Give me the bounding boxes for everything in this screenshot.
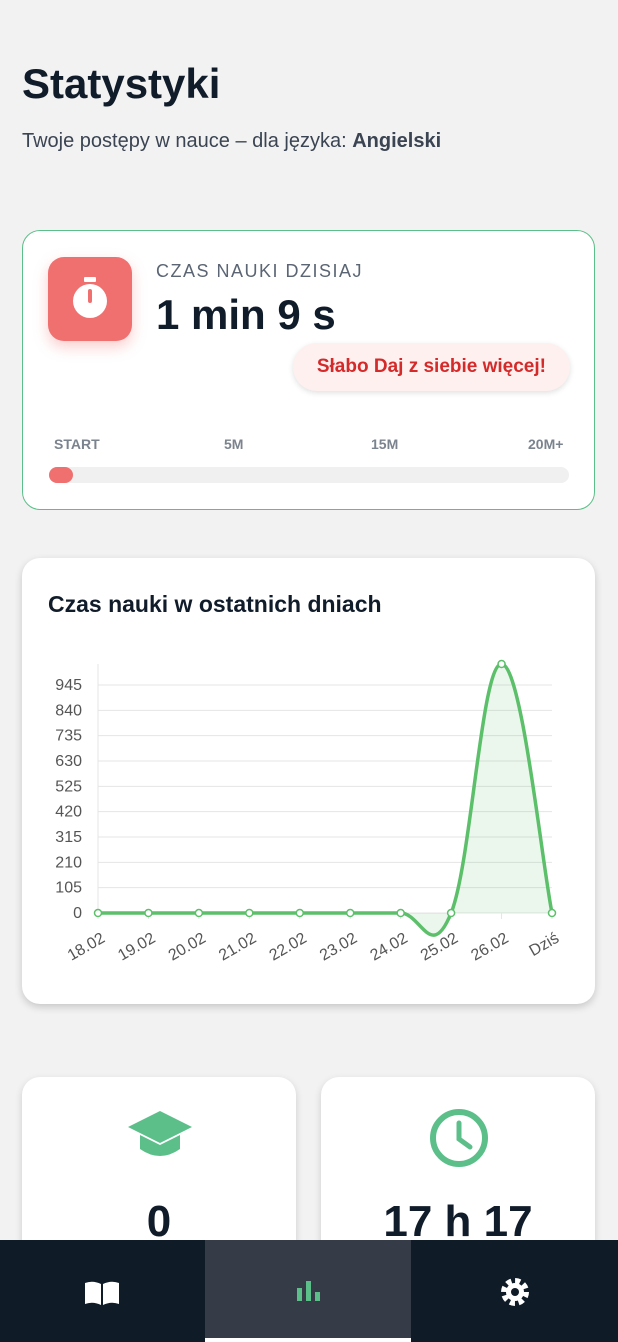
chart-card: 0 105 210 315 420 525 630 735 840 945 18.02 19.02 20… <box>22 558 595 1004</box>
x-tick-label: 24.02 <box>367 930 410 965</box>
badge: Słabo Daj z siebie więcej! <box>292 343 570 391</box>
x-tick-label: 20.02 <box>166 930 209 965</box>
book-icon <box>85 1281 119 1305</box>
chart-title: Czas nauki w ostatnich dniach <box>48 591 382 617</box>
tab-stats[interactable] <box>205 1240 411 1342</box>
point <box>93 908 103 918</box>
point <box>194 908 204 918</box>
clock-icon <box>430 1109 488 1167</box>
y-tick-label: 210 <box>55 854 82 871</box>
area <box>98 664 552 936</box>
y-tick-label: 525 <box>55 778 82 795</box>
language: Angielski <box>352 130 442 152</box>
stats-icon <box>297 1281 320 1301</box>
subtitle: Twoje postępy w nauce – dla języka: Angi… <box>22 130 441 153</box>
today-label: CZAS NAUKI DZISIAJ <box>156 261 364 281</box>
y-tick-label: 420 <box>55 804 82 821</box>
x-tick-label: 26.02 <box>468 930 511 965</box>
scale-label: 5M <box>224 436 244 452</box>
scale-label: 15M <box>371 436 399 452</box>
x-tick-label: 21.02 <box>216 930 259 965</box>
x-tick-label: 23.02 <box>317 930 360 965</box>
timer-icon <box>48 257 132 341</box>
stat-value: 0 <box>146 1197 172 1246</box>
bottom-nav <box>0 1240 618 1342</box>
cap-icon <box>128 1111 192 1156</box>
y-tick-label: 630 <box>55 753 82 770</box>
page-title: Statystyki <box>22 60 221 107</box>
point <box>497 659 506 669</box>
y-tick-label: 315 <box>55 829 82 846</box>
point <box>396 908 405 918</box>
x-tick-label: Dziś <box>527 930 562 960</box>
progress-track <box>49 467 569 483</box>
y-tick-label: 0 <box>73 905 82 922</box>
progress-fill <box>49 467 73 483</box>
x-tick-label: 18.02 <box>65 930 108 965</box>
point <box>144 908 153 918</box>
y-tick-label: 945 <box>55 677 82 694</box>
stat-value: 17 h 17 <box>383 1197 533 1246</box>
x-tick-label: 25.02 <box>418 930 461 965</box>
point <box>295 908 305 918</box>
x-tick-label: 19.02 <box>115 930 158 965</box>
tab-settings[interactable] <box>412 1240 618 1342</box>
stopwatch <box>73 277 107 318</box>
today-card: CZAS NAUKI DZISIAJ 1 min 9 s Słabo Daj z… <box>22 230 595 510</box>
point <box>547 908 557 918</box>
point <box>446 908 456 918</box>
tab-learn[interactable] <box>0 1240 206 1342</box>
y-tick-label: 735 <box>55 728 82 745</box>
subtitle-text: Twoje postępy w nauce – dla języka: <box>22 130 347 152</box>
point <box>345 908 355 918</box>
x-tick-label: 22.02 <box>267 930 310 965</box>
gear-icon <box>501 1278 529 1306</box>
y-tick-label: 840 <box>55 702 82 719</box>
chart: 0 105 210 315 420 525 630 735 840 945 18.02 19.02 20… <box>55 659 562 965</box>
today-value: 1 min 9 s <box>156 291 336 338</box>
scale-label: START <box>54 436 100 452</box>
y-tick-label: 105 <box>55 880 82 897</box>
point <box>245 908 254 918</box>
scale-label: 20M+ <box>528 436 564 452</box>
